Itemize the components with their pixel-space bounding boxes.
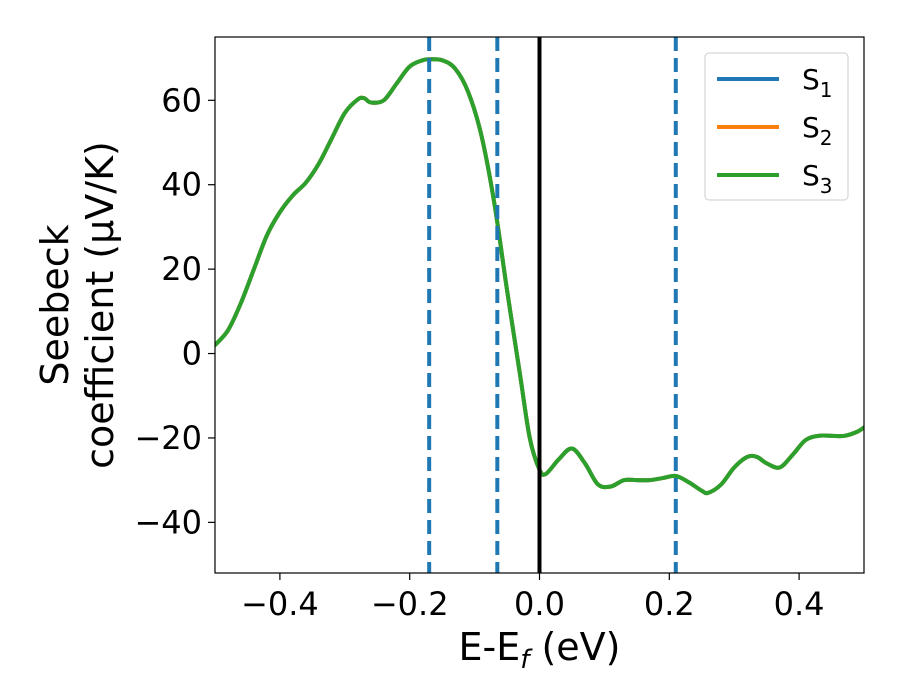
y-axis-title-line-2: coefficient (μV/K) [78,141,122,469]
legend-label-base: S [802,159,820,192]
series-layer [215,57,864,496]
x-axis-title: E-Ef (eV) [459,625,621,675]
x-tick-label: 0.4 [774,585,825,623]
x-axis-ticks: −0.4 −0.2 0.0 0.2 0.4 [241,573,825,623]
x-axis-title-unit: (eV) [529,625,620,669]
x-tick-label: 0.0 [514,585,565,623]
legend-label-subscript: 1 [820,78,833,102]
x-axis-title-base: E-E [459,625,521,669]
legend-label-s2: S2 [802,111,833,150]
legend-label-s3: S3 [802,159,833,198]
legend-label-subscript: 3 [820,174,833,198]
y-tick-label: −20 [134,419,202,457]
legend-label-s1: S1 [802,63,833,102]
x-tick-label: −0.2 [371,585,449,623]
y-tick-label: 0 [182,335,202,373]
y-tick-label: 60 [161,81,202,119]
y-tick-label: 40 [161,166,202,204]
legend-label-base: S [802,111,820,144]
series-line-s3 [215,57,864,496]
y-tick-label: −40 [134,503,202,541]
legend-label-subscript: 2 [820,126,833,150]
x-tick-label: −0.4 [241,585,319,623]
legend-label-base: S [802,63,820,96]
y-tick-label: 20 [161,250,202,288]
reference-lines [427,37,678,573]
y-axis-ticks: −40 −20 0 20 40 60 [134,81,215,541]
y-axis-title-line-1: Seebeck [33,224,77,385]
x-tick-label: 0.2 [644,585,695,623]
